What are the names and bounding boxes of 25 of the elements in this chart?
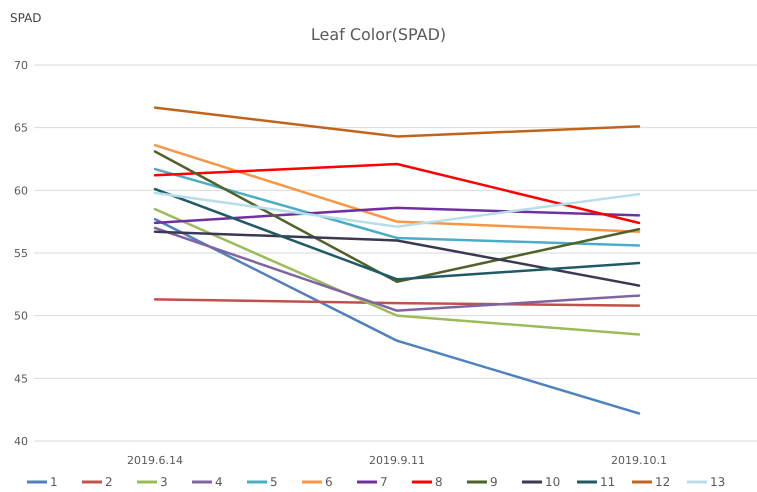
x-tick-label: 2019.10.1 — [611, 454, 667, 467]
legend-label: 8 — [435, 475, 443, 489]
legend-label: 1 — [50, 475, 58, 489]
x-tick-label: 2019.9.11 — [369, 454, 425, 467]
legend-label: 4 — [215, 475, 223, 489]
y-tick-label: 50 — [14, 310, 28, 323]
legend-label: 3 — [160, 475, 168, 489]
legend-label: 9 — [490, 475, 498, 489]
legend-label: 2 — [105, 475, 113, 489]
legend-label: 13 — [710, 475, 726, 489]
chart-title: Leaf Color(SPAD) — [310, 25, 446, 44]
y-tick-label: 40 — [14, 435, 28, 448]
legend-label: 11 — [600, 475, 616, 489]
legend-label: 10 — [545, 475, 560, 489]
legend-label: 12 — [655, 475, 670, 489]
y-tick-label: 45 — [14, 372, 28, 386]
y-tick-label: 55 — [14, 247, 28, 260]
y-tick-label: 60 — [14, 184, 28, 198]
legend-label: 6 — [325, 475, 333, 489]
legend-label: 5 — [270, 475, 278, 489]
y-axis-title: SPAD — [10, 11, 42, 25]
legend-label: 7 — [380, 475, 388, 489]
x-tick-label: 2019.6.14 — [127, 454, 183, 467]
y-tick-label: 65 — [14, 122, 28, 135]
y-tick-label: 70 — [14, 59, 28, 72]
